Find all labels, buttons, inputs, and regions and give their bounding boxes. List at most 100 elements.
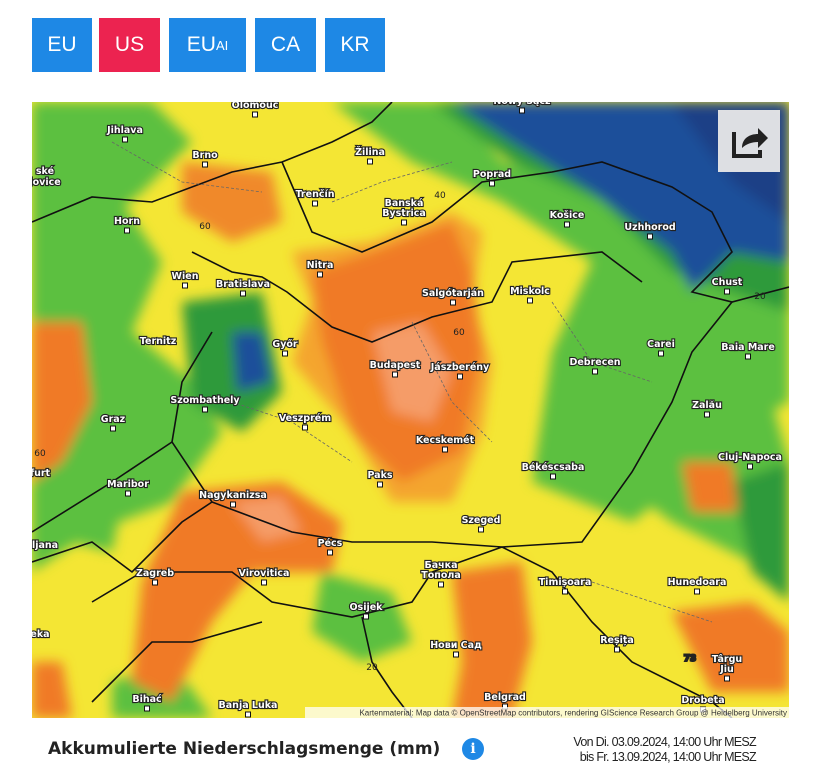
period-line: Von Di. 03.09.2024, 14:00 Uhr MESZ	[573, 735, 756, 749]
city-marker	[110, 425, 116, 432]
isoline-label: 40	[434, 191, 446, 201]
city-label: Brno	[192, 150, 218, 161]
period: Von Di. 03.09.2024, 14:00 Uhr MESZ bis F…	[520, 735, 756, 765]
city-marker	[401, 219, 407, 226]
city-label: Veszprém	[279, 413, 331, 424]
city-marker	[317, 271, 323, 278]
tab[interactable]: CA	[255, 18, 316, 72]
city-marker	[182, 282, 188, 289]
city-marker	[240, 290, 246, 297]
map-labels: Olomouc Nowy Sącz Jihlava Brno Žilina Poprad T…	[32, 102, 783, 718]
city-marker	[302, 424, 308, 431]
city-label: Reșița	[600, 635, 634, 646]
city-label: Drobeta	[681, 695, 724, 706]
city-marker	[252, 111, 258, 118]
city-label: Szombathely	[170, 395, 240, 406]
city-label: Нови Сад	[430, 640, 482, 651]
city-marker	[453, 651, 459, 658]
city-label: Bratislava	[216, 279, 270, 290]
city-marker	[562, 588, 568, 595]
city-marker	[124, 227, 130, 234]
city-label: Banja Luka	[219, 700, 278, 711]
city-label: jovice	[32, 177, 61, 188]
city-marker	[312, 200, 318, 207]
city-label: Jihlava	[106, 125, 143, 136]
city-marker	[442, 446, 448, 453]
city-marker	[450, 299, 456, 306]
city-label: Salgótarján	[422, 288, 484, 299]
isoline-label: 60	[34, 449, 46, 459]
city-label: Baia Mare	[721, 342, 775, 353]
city-marker	[564, 221, 570, 228]
city-marker	[724, 288, 730, 295]
city-label: Banská	[385, 198, 424, 209]
city-label: Nagykanizsa	[199, 490, 267, 501]
city-marker	[245, 711, 251, 718]
tab[interactable]: EU AI	[169, 18, 246, 72]
city-marker	[438, 581, 444, 588]
city-marker	[230, 501, 236, 508]
city-label: Nowy Sącz	[493, 102, 551, 107]
city-label: Olomouc	[232, 102, 279, 111]
info-button[interactable]: i	[462, 738, 484, 760]
city-label: Belgrad	[484, 692, 526, 703]
city-label: Debrecen	[569, 357, 620, 368]
city-label: Kecskemét	[416, 435, 475, 446]
precip-fields	[32, 102, 789, 718]
attribution: Kartenmaterial: Map data © OpenStreetMap…	[359, 709, 787, 718]
city-marker	[377, 481, 383, 488]
city-label: Békéscsaba	[522, 462, 585, 473]
city-marker	[592, 368, 598, 375]
city-label: Pécs	[318, 538, 343, 549]
isoline-label: 60	[199, 222, 211, 232]
city-label: Timișoara	[539, 577, 592, 588]
isoline-label: 73	[684, 654, 697, 664]
tab[interactable]: KR	[325, 18, 385, 72]
city-marker	[704, 411, 710, 418]
city-marker	[363, 613, 369, 620]
city-marker	[724, 675, 730, 682]
city-label: Bystrica	[382, 208, 426, 219]
city-marker	[478, 526, 484, 533]
city-label: Miskolc	[510, 286, 550, 297]
city-label: Bihać	[132, 694, 162, 705]
precipitation-map: Olomouc Nowy Sącz Jihlava Brno Žilina Poprad T…	[32, 102, 789, 718]
city-label: Târgu	[712, 654, 742, 665]
city-label: Graz	[101, 414, 126, 425]
city-label: Maribor	[107, 479, 149, 490]
share-button[interactable]	[718, 110, 780, 172]
tab[interactable]: EU	[32, 18, 92, 72]
city-label: Budapest	[370, 360, 421, 371]
city-label: Košice	[550, 210, 585, 221]
city-marker	[122, 136, 128, 143]
city-marker	[647, 233, 653, 240]
city-label: Chust	[712, 277, 743, 288]
city-marker	[202, 406, 208, 413]
city-marker	[747, 463, 753, 470]
city-marker	[282, 350, 288, 357]
city-label: eka	[32, 629, 50, 640]
city-label: Cluj-Napoca	[718, 452, 782, 463]
attribution-bg	[305, 707, 789, 718]
city-label: ljana	[32, 540, 58, 551]
tab-sub: AI	[215, 37, 229, 53]
city-marker	[745, 353, 751, 360]
tab[interactable]: US	[99, 18, 160, 72]
city-marker	[550, 473, 556, 480]
city-label: Jászberény	[430, 362, 490, 373]
city-marker	[261, 579, 267, 586]
city-label: Osijek	[349, 602, 383, 613]
city-label: Žilina	[355, 146, 385, 158]
city-marker	[489, 180, 495, 187]
city-label: Hunedoara	[668, 577, 727, 588]
city-label: Poprad	[473, 169, 511, 180]
city-marker	[152, 579, 158, 586]
city-label: Paks	[367, 470, 392, 481]
city-label: Szeged	[462, 515, 501, 526]
tab-label: EU	[186, 33, 216, 56]
city-label: Zagreb	[136, 568, 174, 579]
city-marker	[527, 297, 533, 304]
period-line: bis Fr. 13.09.2024, 14:00 Uhr MESZ	[579, 750, 757, 764]
region-borders	[111, 141, 713, 623]
